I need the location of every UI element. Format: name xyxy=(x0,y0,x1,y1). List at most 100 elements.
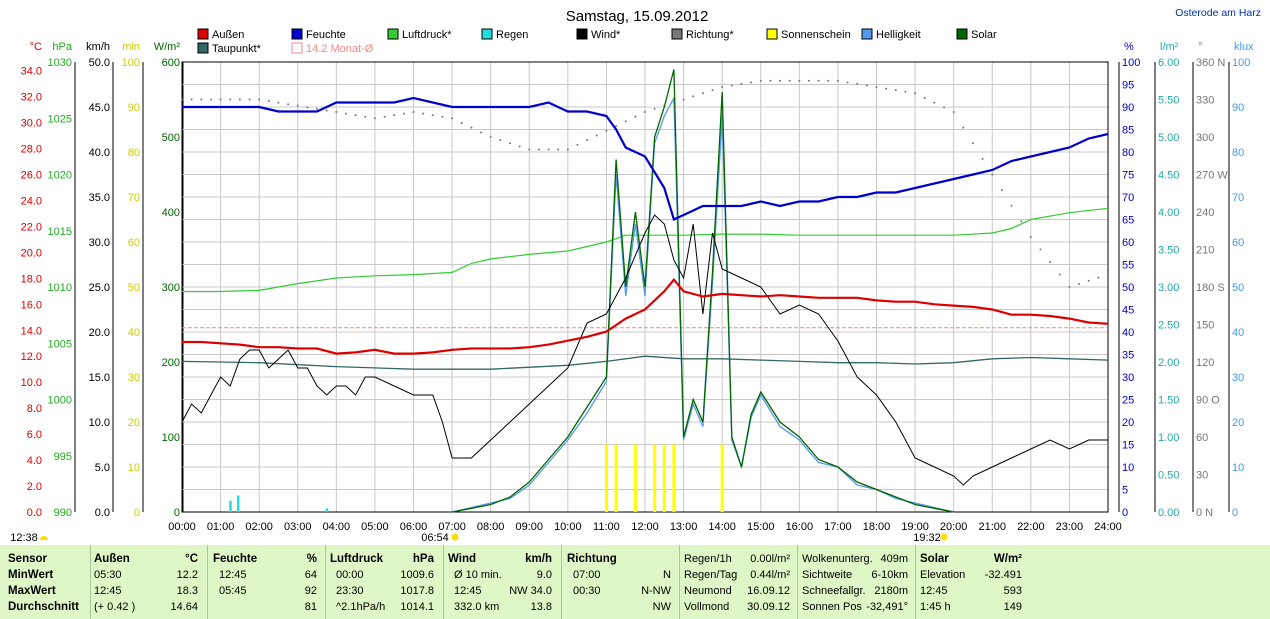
stats-value: 12.2 xyxy=(176,569,198,581)
direction-dot xyxy=(364,115,367,118)
left-axis-tick: 8.0 xyxy=(27,403,42,415)
left-axis-tick: 10.0 xyxy=(21,377,42,389)
left-axis-tick: 40 xyxy=(128,327,140,339)
sunset-icon xyxy=(940,533,948,541)
legend-swatch xyxy=(956,28,968,40)
right-axis-tick: 45 xyxy=(1122,305,1134,317)
direction-dot xyxy=(885,87,888,90)
legend-swatch xyxy=(576,28,588,40)
direction-dot xyxy=(258,98,261,101)
left-axis-tick: 1030 xyxy=(48,57,72,69)
rain-bar xyxy=(236,495,240,512)
stats-separator xyxy=(679,545,680,619)
right-axis-tick: 60 xyxy=(1196,432,1208,444)
direction-dot xyxy=(740,82,743,85)
right-axis-tick: 330 xyxy=(1196,95,1214,107)
stats-header: Feuchte xyxy=(213,553,258,565)
left-axis-tick: 12.0 xyxy=(21,351,42,363)
stats-value-label: (+ 0.42 ) xyxy=(94,601,136,613)
direction-dot xyxy=(373,117,376,120)
sunset-label: 19:32 xyxy=(913,532,941,544)
x-tick-label: 22:00 xyxy=(1017,521,1045,533)
x-tick-label: 00:00 xyxy=(168,521,196,533)
direction-dot xyxy=(1000,189,1003,192)
direction-dot xyxy=(422,112,425,115)
left-axis-tick: 16.0 xyxy=(21,299,42,311)
direction-dot xyxy=(644,111,646,113)
direction-dot xyxy=(306,106,309,109)
right-axis-tick: 0.50 xyxy=(1158,470,1179,482)
stats-value-label: 00:30 xyxy=(573,585,601,597)
series-line xyxy=(451,95,954,513)
direction-dot xyxy=(991,173,994,176)
x-tick-label: 11:00 xyxy=(593,521,620,533)
direction-dot xyxy=(547,148,550,151)
right-axis-tick: 70 xyxy=(1232,192,1244,204)
left-axis-tick: 80 xyxy=(128,147,140,159)
direction-dot xyxy=(354,114,357,117)
left-axis-tick: 2.0 xyxy=(27,481,42,493)
x-tick-label: 16:00 xyxy=(786,521,814,533)
x-tick-label: 21:00 xyxy=(978,521,1006,533)
left-axis-tick: 1025 xyxy=(48,113,72,125)
legend-label: Solar xyxy=(971,29,997,41)
stats-header: Luftdruck xyxy=(330,553,384,565)
right-axis-tick: 60 xyxy=(1122,237,1134,249)
left-axis-tick: 600 xyxy=(162,57,180,69)
direction-dot xyxy=(1068,286,1071,288)
left-axis-tick: 5.0 xyxy=(95,462,110,474)
right-axis-tick: 80 xyxy=(1232,147,1244,159)
right-axis-tick: 55 xyxy=(1122,260,1134,272)
right-axis-tick: 40 xyxy=(1232,327,1244,339)
series-line xyxy=(451,69,954,513)
direction-dot xyxy=(489,136,492,138)
stats-value-label: ^2.1hPa/h xyxy=(336,601,386,613)
sunshine-bar xyxy=(633,444,637,512)
stats-value: 1009.6 xyxy=(400,569,434,581)
stats-separator xyxy=(915,545,916,619)
direction-dot xyxy=(634,115,637,118)
left-axis-tick: 6.0 xyxy=(27,429,42,441)
right-axis-tick: 5.00 xyxy=(1158,132,1179,144)
right-axis-tick: 5 xyxy=(1122,485,1128,497)
direction-dot xyxy=(701,92,704,95)
direction-dot xyxy=(431,114,434,117)
right-axis-tick: 2.00 xyxy=(1158,357,1179,369)
left-axis-unit: hPa xyxy=(52,41,72,53)
statistics-panel: Sensor MinWert MaxWert Durchschnitt Außen °C 0… xyxy=(0,545,1270,619)
left-axis-tick: 26.0 xyxy=(21,170,42,182)
stats-value-label: 332.0 km xyxy=(454,601,500,613)
stats-extra-label: Neumond xyxy=(684,585,732,597)
right-axis-tick: 85 xyxy=(1122,125,1134,137)
left-axis-tick: 28.0 xyxy=(21,144,42,156)
left-axis-tick: 50 xyxy=(128,282,140,294)
sunshine-bar xyxy=(662,444,666,512)
left-axis-tick: 30.0 xyxy=(89,237,110,249)
left-axis-tick: 1000 xyxy=(48,395,72,407)
direction-dot xyxy=(653,107,656,110)
stats-extra-label: Wolkenunterg. xyxy=(802,553,873,565)
direction-dot xyxy=(817,79,820,82)
x-tick-label: 13:00 xyxy=(670,521,698,533)
left-axis-tick: 100 xyxy=(162,432,180,444)
direction-dot xyxy=(923,96,926,99)
direction-dot xyxy=(682,98,685,101)
right-axis-tick: 70 xyxy=(1122,192,1134,204)
x-tick-label: 20:00 xyxy=(940,521,968,533)
left-axis-tick: 90 xyxy=(128,102,140,114)
stats-value: 1014.1 xyxy=(400,601,434,613)
x-tick-label: 03:00 xyxy=(284,521,312,533)
stats-extra-value: 0.00l/m² xyxy=(750,553,790,565)
left-axis-tick: 4.0 xyxy=(27,455,42,467)
direction-dot xyxy=(480,131,483,134)
x-tick-label: 15:00 xyxy=(747,521,775,533)
right-axis-tick: 0 xyxy=(1232,507,1238,519)
left-axis-tick: 995 xyxy=(54,451,72,463)
left-axis-tick: 34.0 xyxy=(21,66,42,78)
direction-dot xyxy=(624,120,627,123)
direction-dot xyxy=(798,79,801,82)
stats-value: 81 xyxy=(304,601,317,613)
sunshine-bar xyxy=(604,444,608,512)
stats-extra-label: Sichtweite xyxy=(802,569,853,581)
direction-dot xyxy=(827,79,830,82)
